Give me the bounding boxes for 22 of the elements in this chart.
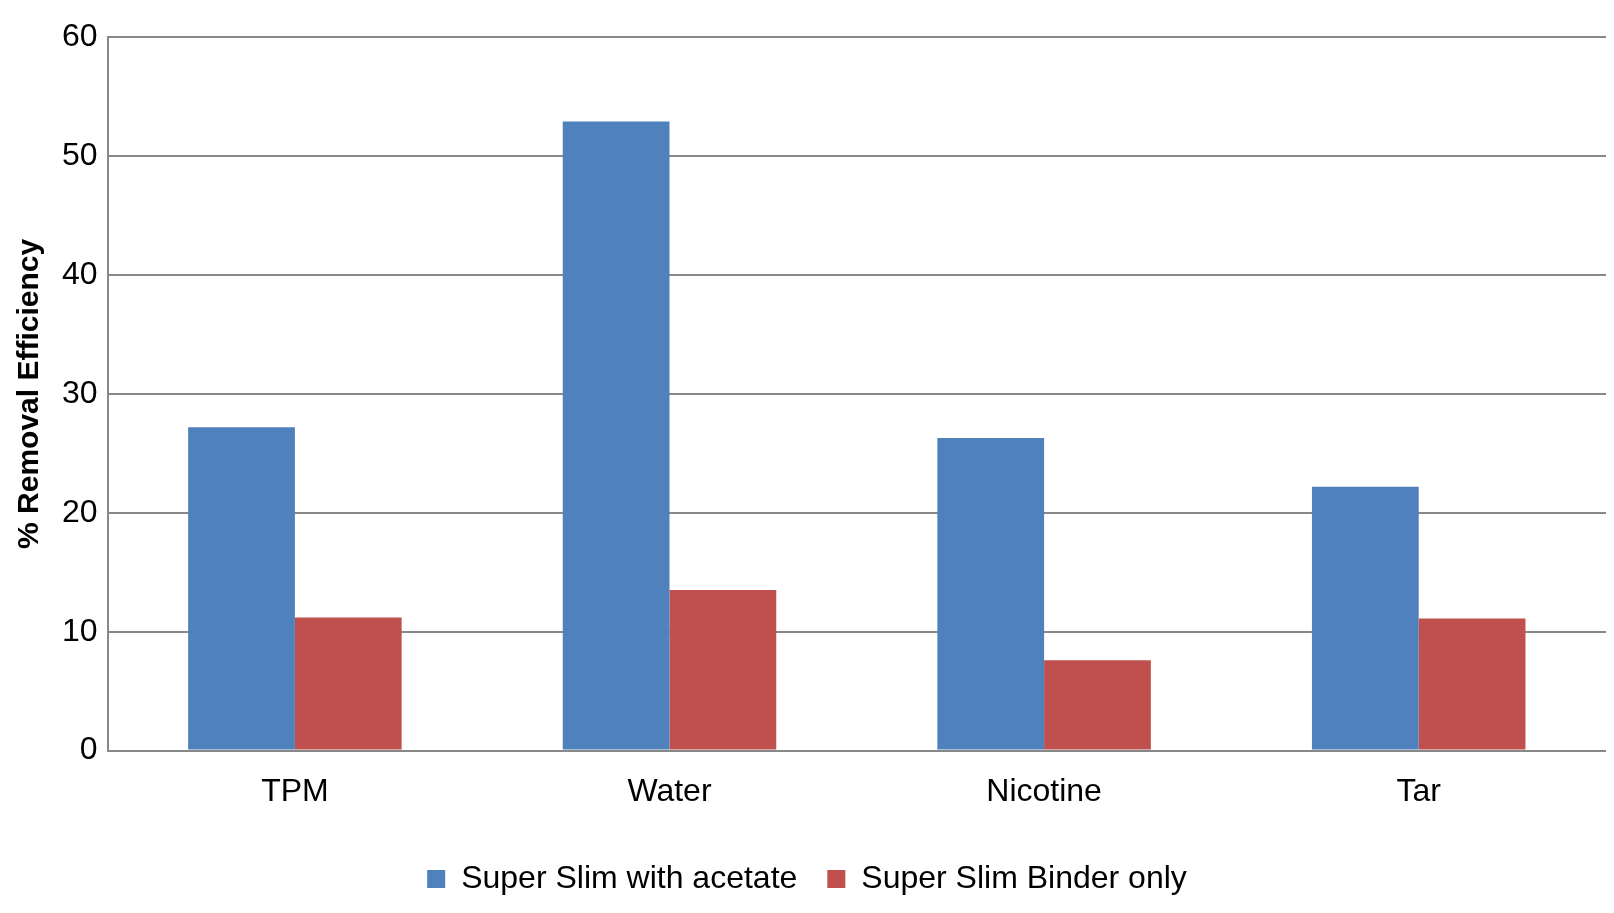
y-tick-label: 30: [62, 373, 98, 410]
y-tick-label: 50: [62, 135, 98, 172]
y-axis-title: % Removal Efficiency: [11, 238, 45, 549]
legend-label: Super Slim with acetate: [461, 858, 798, 895]
bar: [937, 437, 1045, 750]
x-tick-label: Nicotine: [986, 771, 1102, 808]
y-tick-label: 40: [62, 254, 98, 291]
y-tick-label: 20: [62, 492, 98, 529]
x-tick-label: Water: [627, 771, 712, 808]
bar: [669, 590, 777, 750]
x-tick-label: TPM: [261, 771, 329, 808]
y-tick-label: 10: [62, 611, 98, 648]
bar: [1044, 660, 1151, 750]
legend-label: Super Slim Binder only: [861, 858, 1187, 895]
bar: [188, 427, 295, 750]
bar: [1418, 618, 1526, 750]
bar: [1311, 486, 1419, 750]
bar: [562, 121, 670, 750]
y-tick-label: 0: [79, 730, 98, 767]
y-tick-label: 60: [62, 17, 98, 54]
bar: [294, 617, 402, 750]
x-tick-label: Tar: [1396, 771, 1442, 808]
